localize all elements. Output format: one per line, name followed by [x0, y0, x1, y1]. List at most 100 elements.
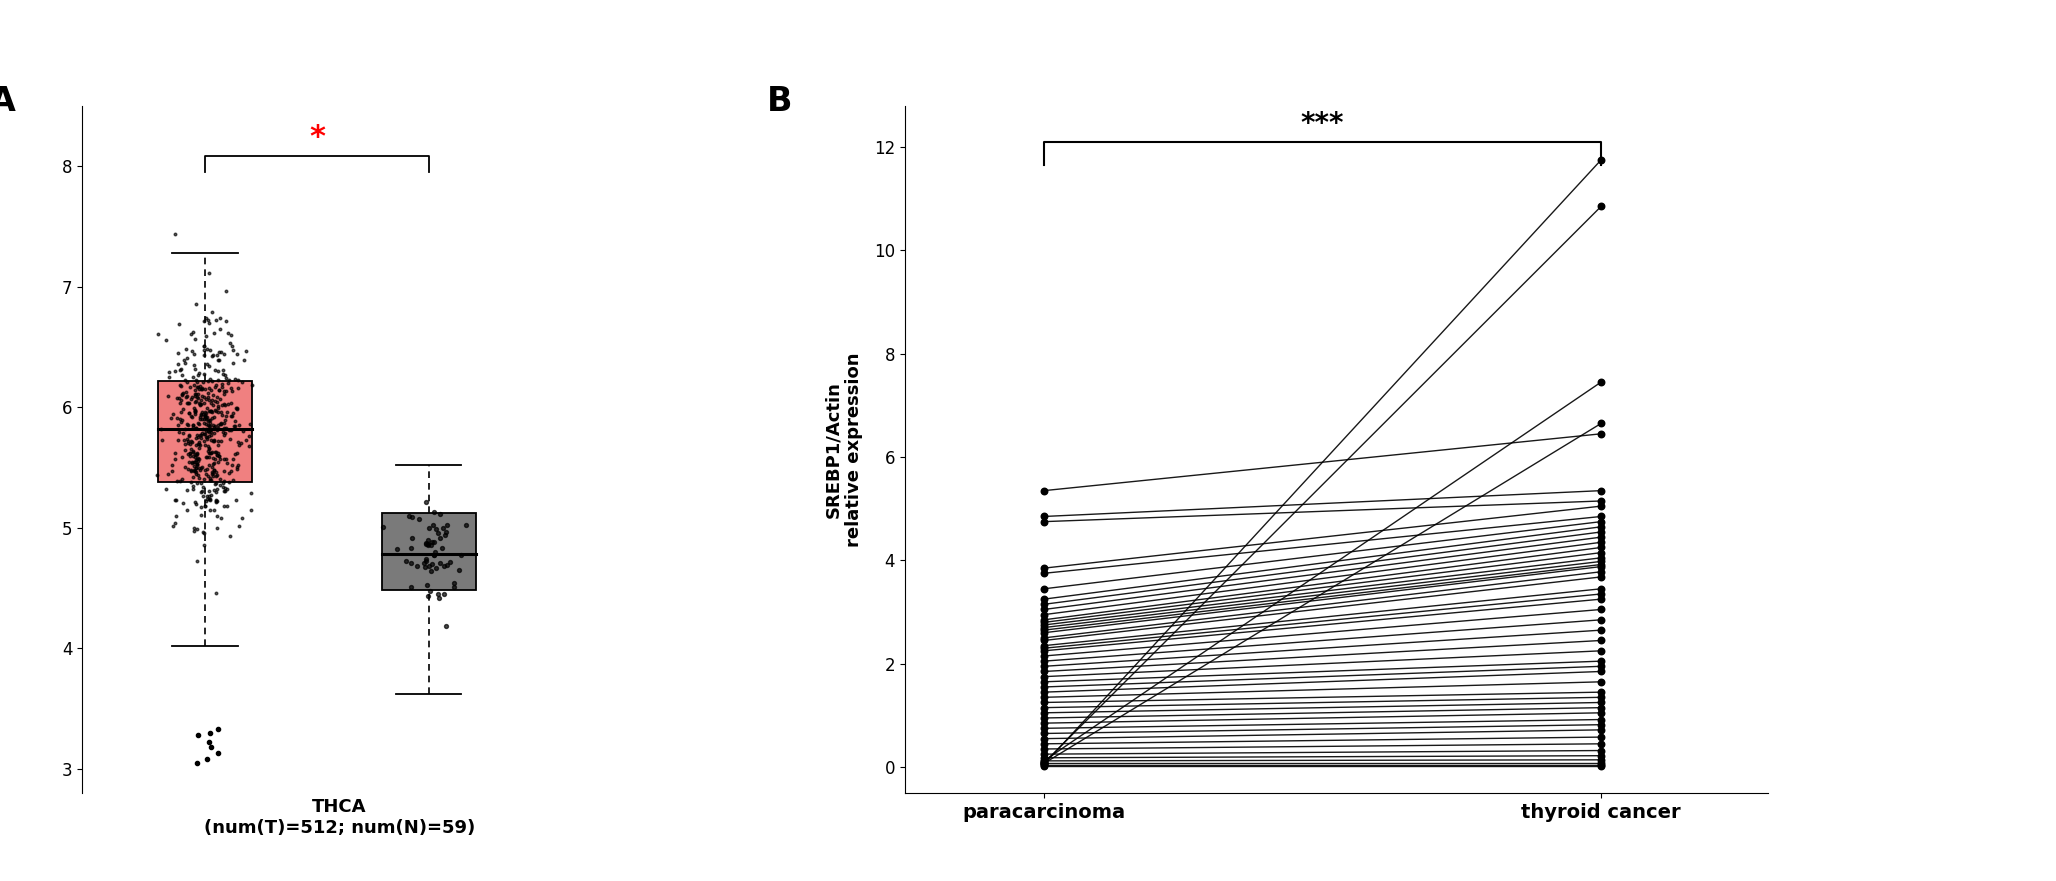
Point: [175, 434, 208, 448]
Point: [191, 450, 224, 464]
Point: [171, 417, 204, 431]
Point: [210, 371, 243, 385]
Point: [1585, 659, 1618, 673]
Point: [199, 493, 232, 507]
Point: [401, 559, 434, 573]
Point: [167, 368, 199, 382]
Point: [210, 410, 243, 424]
Point: [214, 410, 247, 424]
Point: [208, 398, 241, 412]
Point: [169, 373, 201, 387]
Point: [187, 396, 220, 410]
Point: [226, 425, 259, 439]
Point: [201, 383, 234, 397]
Point: [193, 266, 226, 280]
Point: [179, 396, 212, 410]
Point: [187, 527, 220, 541]
Point: [1028, 649, 1061, 663]
Point: [409, 559, 442, 574]
Point: [183, 379, 216, 393]
Point: [204, 311, 236, 325]
Point: [234, 417, 267, 431]
Point: [393, 509, 426, 523]
Point: [189, 411, 222, 425]
Point: [1585, 565, 1618, 579]
Point: [214, 381, 247, 395]
Point: [167, 426, 199, 440]
Point: [220, 347, 253, 361]
Point: [195, 472, 228, 486]
Point: [216, 384, 249, 398]
Point: [411, 578, 444, 592]
Point: [1028, 664, 1061, 678]
Point: [162, 357, 195, 371]
Point: [193, 458, 226, 472]
Point: [208, 477, 241, 491]
Point: [444, 548, 477, 562]
Point: [187, 390, 220, 404]
Point: [185, 426, 218, 440]
Point: [183, 417, 216, 431]
Point: [189, 357, 222, 371]
Point: [191, 342, 224, 356]
Point: [175, 410, 208, 424]
Point: [169, 460, 201, 474]
Point: [413, 559, 446, 574]
Point: [195, 460, 228, 474]
Point: [210, 315, 243, 329]
Point: [1028, 757, 1061, 771]
Point: [189, 406, 222, 420]
Point: [1585, 592, 1618, 606]
Point: [206, 408, 238, 422]
Point: [189, 467, 222, 481]
Point: [208, 499, 241, 513]
Point: [1585, 700, 1618, 714]
Point: [216, 452, 249, 466]
Point: [185, 485, 218, 499]
Point: [222, 418, 255, 433]
Point: [189, 392, 222, 406]
Point: [183, 411, 216, 426]
Point: [177, 448, 210, 463]
Point: [187, 463, 220, 478]
Point: [171, 462, 204, 476]
Point: [167, 388, 199, 402]
Bar: [158, 381, 253, 482]
Point: [191, 447, 224, 461]
Point: [214, 463, 247, 478]
Point: [177, 418, 210, 432]
Point: [181, 380, 214, 394]
Point: [160, 411, 193, 425]
Point: [183, 438, 216, 452]
Point: [160, 474, 193, 488]
Point: [164, 396, 197, 410]
Point: [185, 411, 218, 426]
Point: [1028, 727, 1061, 741]
Point: [1028, 615, 1061, 629]
Point: [193, 736, 226, 750]
Point: [197, 483, 230, 497]
Point: [195, 740, 228, 754]
Point: [204, 478, 236, 492]
Point: [1585, 685, 1618, 700]
Point: [1585, 644, 1618, 658]
Point: [193, 473, 226, 487]
Point: [204, 322, 236, 337]
Point: [158, 516, 191, 530]
Point: [199, 395, 232, 409]
Point: [222, 381, 255, 395]
Point: [201, 374, 234, 388]
Point: [183, 441, 216, 455]
Point: [204, 405, 236, 419]
Point: [220, 402, 253, 416]
Point: [220, 403, 253, 417]
Point: [1585, 515, 1618, 529]
Point: [177, 325, 210, 339]
Point: [421, 587, 454, 601]
Point: [218, 418, 251, 433]
Point: [195, 445, 228, 459]
Point: [195, 405, 228, 419]
Point: [218, 448, 251, 462]
Point: [187, 348, 220, 362]
Point: [197, 418, 230, 433]
